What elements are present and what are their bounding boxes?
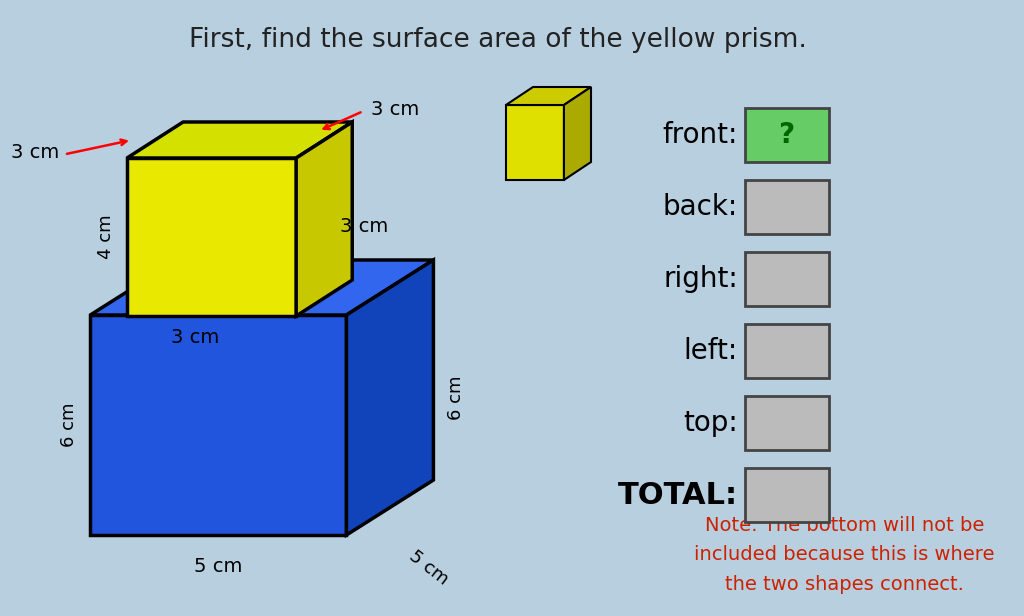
Text: 5 cm: 5 cm xyxy=(406,546,452,588)
Text: First, find the surface area of the yellow prism.: First, find the surface area of the yell… xyxy=(189,27,807,53)
FancyBboxPatch shape xyxy=(744,468,828,522)
Polygon shape xyxy=(90,260,433,315)
Text: front:: front: xyxy=(663,121,738,149)
Text: right:: right: xyxy=(664,265,738,293)
Text: 4 cm: 4 cm xyxy=(96,215,115,259)
Text: 3 cm: 3 cm xyxy=(171,328,219,347)
Text: back:: back: xyxy=(663,193,738,221)
Text: top:: top: xyxy=(683,409,738,437)
Text: TOTAL:: TOTAL: xyxy=(617,480,738,509)
Polygon shape xyxy=(296,122,352,316)
Text: left:: left: xyxy=(684,337,738,365)
Text: Note: The bottom will not be
included because this is where
the two shapes conne: Note: The bottom will not be included be… xyxy=(694,516,994,594)
Polygon shape xyxy=(506,105,564,180)
FancyBboxPatch shape xyxy=(744,396,828,450)
Text: 5 cm: 5 cm xyxy=(195,557,243,576)
Polygon shape xyxy=(564,87,591,180)
FancyBboxPatch shape xyxy=(744,324,828,378)
Text: 3 cm: 3 cm xyxy=(371,100,419,119)
Polygon shape xyxy=(127,158,296,316)
Polygon shape xyxy=(127,122,352,158)
Text: 6 cm: 6 cm xyxy=(60,403,78,447)
Text: 3 cm: 3 cm xyxy=(340,217,388,236)
FancyBboxPatch shape xyxy=(744,252,828,306)
Polygon shape xyxy=(506,87,591,105)
FancyBboxPatch shape xyxy=(744,180,828,234)
Polygon shape xyxy=(90,315,346,535)
Text: 3 cm: 3 cm xyxy=(11,143,59,162)
Text: ?: ? xyxy=(778,121,795,149)
FancyBboxPatch shape xyxy=(744,108,828,162)
Polygon shape xyxy=(346,260,433,535)
Text: 6 cm: 6 cm xyxy=(446,375,465,419)
